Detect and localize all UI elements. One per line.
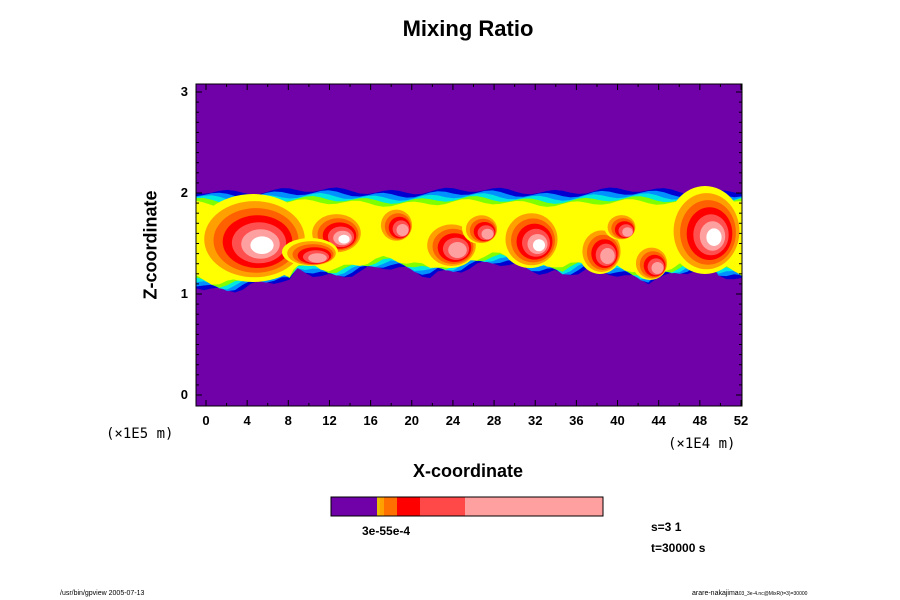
time-annotation: t=30000 s (651, 541, 706, 555)
cloud-plume-9-5 (481, 228, 494, 240)
colorbar-frame (330, 496, 604, 517)
plot-frame (195, 83, 743, 407)
x-tick-label: 52 (733, 413, 749, 428)
x-tick-label: 20 (404, 413, 419, 428)
x-tick-label: 28 (486, 413, 502, 428)
x-tick-label: 4 (243, 413, 251, 428)
footer-right-main: arare-nakajima (692, 590, 739, 597)
cloud-plume-8-5 (308, 253, 327, 263)
x-tick-label: 12 (322, 413, 337, 428)
colorbar-swatch (380, 497, 384, 516)
x-tick-label: 44 (651, 413, 666, 428)
x-tick-label: 16 (363, 413, 378, 428)
y-tick-label: 0 (180, 387, 188, 402)
colorbar (330, 496, 604, 517)
cloud-plume-3-5 (448, 242, 467, 258)
x-tick-label: 32 (527, 413, 543, 428)
x-tick-label: 24 (445, 413, 461, 428)
x-axis-label: X-coordinate (412, 461, 523, 481)
y-tick-label: 1 (180, 286, 188, 301)
step-annotation: s=3 1 (651, 520, 682, 534)
cloud-plume-1-6 (338, 234, 350, 244)
axis-ticks (196, 84, 742, 406)
x-tick-label: 8 (284, 413, 292, 428)
chart-title: Mixing Ratio (402, 16, 534, 41)
colorbar-swatch (465, 497, 603, 516)
footer-right-sub: 03_3e-4.nc@MixR(t=3)=30000 (738, 591, 808, 597)
colorbar-swatch (397, 497, 420, 516)
y-tick-label: 3 (180, 84, 188, 99)
colorbar-tick-labels: 3e-55e-4 (362, 524, 411, 538)
x-tick-label: 36 (569, 413, 584, 428)
cloud-plume-4-6 (533, 239, 545, 252)
y-axis-multiplier: (×1E5 m) (106, 426, 174, 442)
footer-right: arare-nakajima03_3e-4.nc@MixR(t=3)=30000 (692, 590, 807, 597)
cloud-plume-0-6 (250, 236, 274, 254)
x-tick-label: 48 (692, 413, 708, 428)
cloud-plume-10-5 (622, 227, 633, 237)
y-tick-label: 2 (180, 185, 188, 200)
colorbar-swatch (377, 497, 380, 516)
cloud-plume-2-5 (396, 224, 409, 236)
cloud-plume-7-6 (706, 228, 722, 246)
x-tick-label: 40 (610, 413, 625, 428)
plot-body (196, 84, 742, 406)
colorbar-swatch (420, 497, 465, 516)
x-axis-multiplier: (×1E4 m) (668, 436, 736, 452)
y-axis-label: Z-coordinate (140, 190, 161, 300)
colorbar-swatch (384, 497, 397, 516)
cloud-plume-6-5 (651, 262, 664, 274)
colorbar-swatch (331, 497, 377, 516)
cloud-plume-5-5 (600, 248, 615, 264)
x-tick-label: 0 (202, 413, 210, 428)
footer-left: /usr/bin/gpview 2005-07-13 (60, 590, 145, 597)
